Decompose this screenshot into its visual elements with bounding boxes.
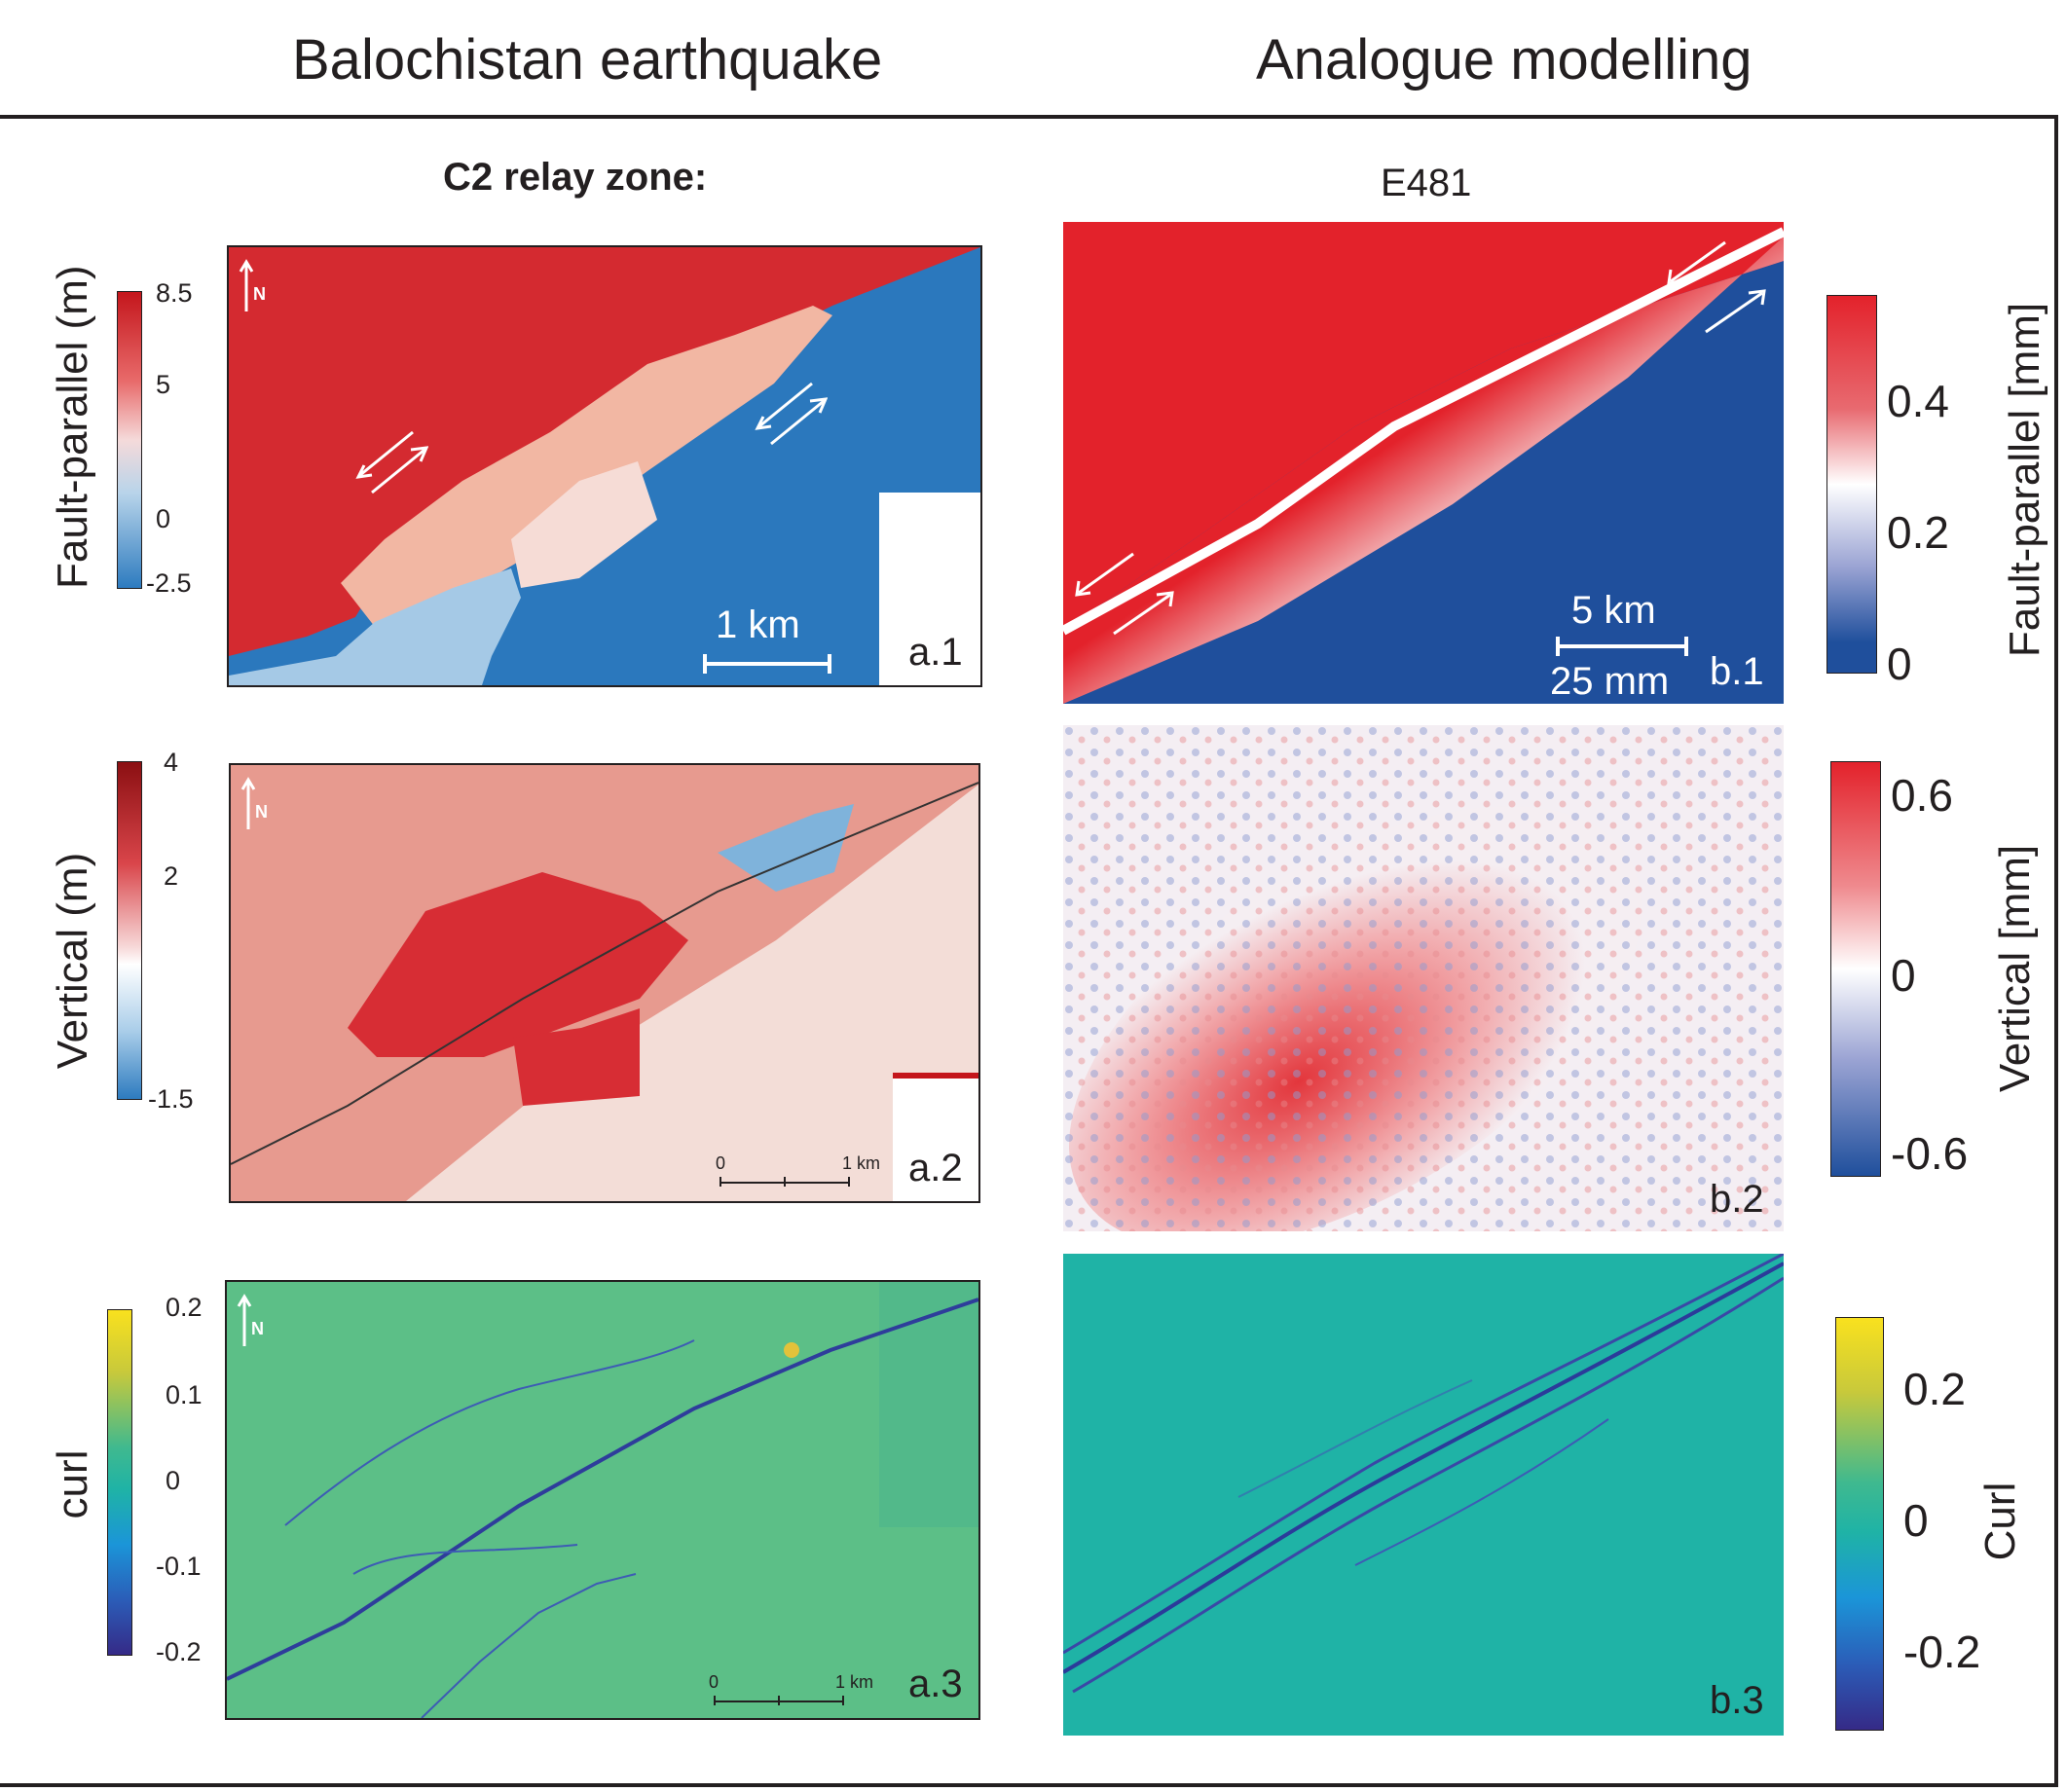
scale-bar-label-bottom: 25 mm	[1550, 660, 1670, 703]
colorbar-curl-left	[107, 1309, 132, 1656]
tick-label: 0.4	[1887, 376, 1949, 426]
panel-tag-a2: a.2	[908, 1147, 963, 1189]
north-arrow-icon	[239, 258, 277, 316]
tick-label: 0	[1903, 1495, 1929, 1546]
row3-left-axis-label: curl	[49, 1449, 96, 1519]
fault-motion-arrow-icon	[1663, 238, 1731, 287]
panel-tag-b3: b.3	[1710, 1679, 1764, 1722]
fault-motion-arrows-icon	[750, 380, 829, 448]
scale-bar	[703, 652, 831, 676]
scale-bar-label: 1 km	[716, 603, 800, 646]
scale-bar-end: 1 km	[835, 1672, 874, 1692]
tick-label: -0.2	[156, 1637, 202, 1666]
north-label: N	[255, 802, 268, 822]
north-arrow-icon	[237, 1293, 276, 1351]
row1-right-axis-label: Fault-parallel [mm]	[2001, 302, 2048, 658]
tick-label: -0.1	[156, 1552, 202, 1581]
fault-motion-arrow-icon	[1702, 287, 1770, 336]
tick-label: 0.2	[166, 1293, 203, 1322]
tick-label: -1.5	[148, 1084, 194, 1114]
row3-right-axis-label: Curl	[1976, 1481, 2024, 1561]
fault-motion-arrow-icon	[1110, 589, 1178, 638]
panel-a2-vertical-map	[229, 763, 980, 1203]
right-column-title: Analogue modelling	[1256, 28, 1752, 91]
figure-frame	[0, 115, 2058, 1787]
panel-a1-fault-parallel-map	[227, 245, 982, 687]
colorbar-fault-parallel-m	[117, 291, 142, 589]
tick-label: -0.6	[1891, 1128, 1969, 1179]
left-column-title: Balochistan earthquake	[292, 28, 883, 91]
tick-label: 4	[164, 748, 179, 777]
tick-label: 0	[1891, 950, 1916, 1001]
tick-label: 8.5	[156, 278, 193, 308]
panel-b3-model-curl	[1063, 1254, 1784, 1736]
tick-label: 0.6	[1891, 770, 1953, 821]
right-subtitle: E481	[1381, 162, 1472, 204]
row2-right-axis-label: Vertical [mm]	[1991, 844, 2039, 1093]
panel-b2-model-vertical	[1063, 725, 1784, 1231]
panel-tag-b2: b.2	[1710, 1178, 1764, 1221]
scale-bar	[1556, 635, 1688, 658]
north-label: N	[253, 284, 266, 304]
panel-tag-a3: a.3	[908, 1663, 963, 1705]
scale-bar-label-top: 5 km	[1571, 589, 1656, 632]
north-label: N	[251, 1319, 264, 1338]
row2-left-axis-label: Vertical (m)	[49, 852, 96, 1070]
scale-bar	[713, 1692, 845, 1707]
tick-label: 5	[156, 370, 171, 399]
scale-bar-start: 0	[716, 1153, 726, 1173]
row1-left-axis-label: Fault-parallel (m)	[49, 265, 96, 589]
panel-b1-model-fault-parallel	[1063, 222, 1784, 704]
left-subtitle: C2 relay zone:	[443, 156, 708, 199]
panel-tag-a1: a.1	[908, 631, 963, 674]
tick-label: 0	[1887, 639, 1912, 689]
tick-label: 0.2	[1887, 507, 1949, 558]
tick-label: 0	[166, 1466, 181, 1495]
tick-label: -0.2	[1903, 1627, 1981, 1677]
colorbar-vertical-m	[117, 761, 142, 1100]
scale-bar-start: 0	[709, 1672, 719, 1692]
scale-bar-end: 1 km	[842, 1153, 881, 1173]
tick-label: 2	[164, 861, 179, 891]
fault-motion-arrows-icon	[350, 428, 429, 496]
panel-tag-b1: b.1	[1710, 650, 1764, 693]
colorbar-vertical-mm	[1830, 761, 1881, 1177]
north-arrow-icon	[240, 776, 279, 834]
fault-motion-arrow-icon	[1071, 550, 1139, 599]
panel-a3-curl-map	[225, 1280, 980, 1720]
tick-label: 0.2	[1903, 1364, 1966, 1414]
tick-label: 0.1	[166, 1380, 203, 1409]
colorbar-fault-parallel-mm	[1826, 295, 1877, 674]
colorbar-curl-right	[1835, 1317, 1884, 1731]
tick-label: 0	[156, 504, 171, 533]
scale-bar	[719, 1173, 851, 1189]
tick-label: -2.5	[146, 568, 192, 598]
